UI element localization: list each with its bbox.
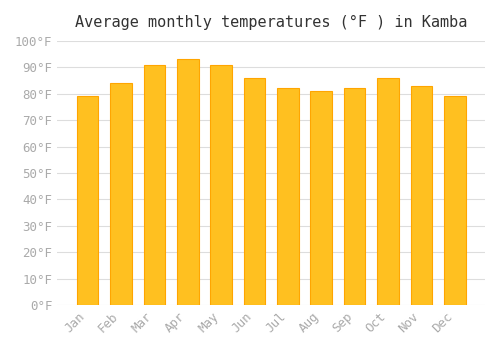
Bar xyxy=(444,96,466,305)
Bar xyxy=(244,78,266,305)
Bar xyxy=(77,96,98,305)
Bar xyxy=(210,65,232,305)
Bar xyxy=(410,86,432,305)
Bar xyxy=(377,78,399,305)
Bar xyxy=(177,60,199,305)
Title: Average monthly temperatures (°F ) in Kamba: Average monthly temperatures (°F ) in Ka… xyxy=(75,15,468,30)
Bar xyxy=(277,89,298,305)
Bar xyxy=(344,89,366,305)
Bar xyxy=(110,83,132,305)
Bar xyxy=(144,65,165,305)
Bar xyxy=(310,91,332,305)
